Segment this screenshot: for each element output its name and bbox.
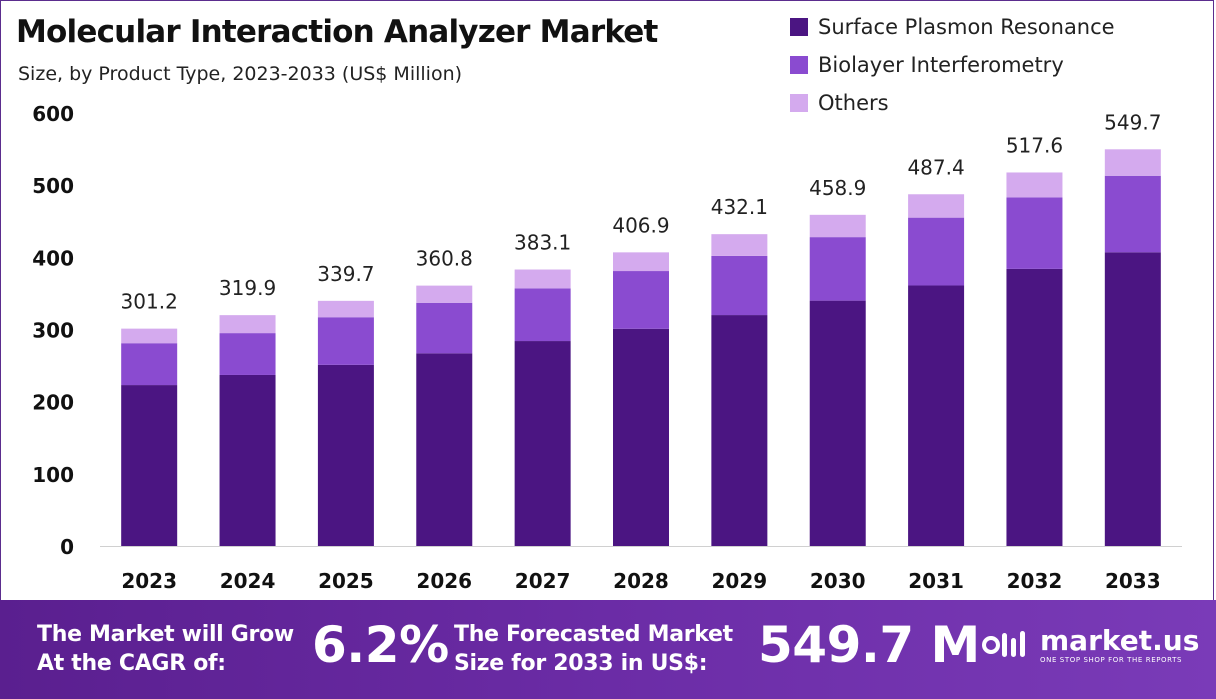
bar-segment bbox=[711, 255, 768, 316]
legend-swatch bbox=[790, 56, 808, 74]
legend-item-others: Others bbox=[790, 84, 1200, 122]
x-tick-label: 2032 bbox=[1007, 569, 1063, 593]
legend-label: Others bbox=[818, 91, 889, 115]
bar-total-label: 301.2 bbox=[121, 290, 178, 314]
bar-segment bbox=[908, 285, 965, 546]
bar-total-label: 339.7 bbox=[317, 262, 374, 286]
bar-total-label: 383.1 bbox=[514, 231, 571, 255]
forecast-caption-line-2: Size for 2033 in US$: bbox=[454, 651, 708, 676]
bar-segment bbox=[416, 353, 473, 546]
bar-segment bbox=[121, 328, 178, 344]
x-tick-label: 2030 bbox=[810, 569, 866, 593]
bar-segment bbox=[514, 288, 571, 342]
bar-segment bbox=[711, 234, 768, 256]
cagr-value: 6.2% bbox=[312, 616, 449, 674]
bar-segment bbox=[613, 271, 669, 329]
bar-segment bbox=[219, 315, 276, 334]
cagr-caption-line-2: At the CAGR of: bbox=[37, 651, 226, 676]
market-us-logo-icon bbox=[982, 631, 1025, 657]
brand-name: market.us bbox=[1040, 624, 1200, 657]
x-tick-label: 2027 bbox=[515, 569, 571, 593]
bar-total-label: 360.8 bbox=[416, 247, 473, 271]
y-tick-label: 400 bbox=[32, 246, 74, 270]
legend-swatch bbox=[790, 94, 808, 112]
x-tick-label: 2029 bbox=[712, 569, 768, 593]
bar-segment bbox=[809, 237, 866, 301]
legend-item-surface-plasmon-resonance: Surface Plasmon Resonance bbox=[790, 8, 1200, 46]
bar-segment bbox=[1104, 252, 1161, 546]
y-tick-label: 200 bbox=[32, 391, 74, 415]
bar-total-label: 517.6 bbox=[1006, 133, 1063, 157]
x-tick-label: 2031 bbox=[908, 569, 964, 593]
bar-segment bbox=[121, 343, 178, 386]
cagr-caption: The Market will Grow At the CAGR of: bbox=[37, 620, 294, 678]
bar-segment bbox=[1104, 175, 1161, 253]
y-tick-label: 300 bbox=[32, 319, 74, 343]
bar-segment bbox=[908, 194, 965, 218]
forecast-value: 549.7 M bbox=[758, 616, 980, 674]
bar-total-label: 549.7 bbox=[1104, 110, 1161, 134]
chart-title: Molecular Interaction Analyzer Market bbox=[16, 14, 658, 50]
forecast-caption-line-1: The Forecasted Market bbox=[454, 622, 733, 647]
bar-segment bbox=[1006, 197, 1063, 269]
bar-segment bbox=[317, 317, 374, 365]
x-tick-label: 2033 bbox=[1105, 569, 1161, 593]
bar-segment bbox=[219, 333, 276, 375]
legend-item-biolayer-interferometry: Biolayer Interferometry bbox=[790, 46, 1200, 84]
bar-total-label: 432.1 bbox=[711, 195, 768, 219]
x-tick-label: 2025 bbox=[318, 569, 374, 593]
x-tick-label: 2024 bbox=[220, 569, 276, 593]
bar-segment bbox=[1006, 268, 1063, 546]
forecast-caption: The Forecasted Market Size for 2033 in U… bbox=[454, 620, 733, 678]
y-tick-label: 0 bbox=[60, 535, 74, 559]
x-tick-label: 2023 bbox=[121, 569, 177, 593]
bar-segment bbox=[121, 385, 178, 546]
y-tick-label: 600 bbox=[32, 102, 74, 126]
legend-label: Surface Plasmon Resonance bbox=[818, 15, 1115, 39]
bar-total-label: 487.4 bbox=[907, 155, 964, 179]
bar-segment bbox=[317, 364, 374, 546]
bar-segment bbox=[416, 285, 473, 303]
chart-subtitle: Size, by Product Type, 2023-2033 (US$ Mi… bbox=[18, 63, 463, 85]
chart-legend: Surface Plasmon Resonance Biolayer Inter… bbox=[790, 8, 1200, 122]
bar-segment bbox=[514, 269, 571, 289]
bar-segment bbox=[711, 315, 768, 546]
bar-total-label: 406.9 bbox=[612, 213, 669, 237]
bar-segment bbox=[809, 300, 866, 546]
x-tick-label: 2026 bbox=[416, 569, 472, 593]
bar-segment bbox=[809, 214, 866, 238]
brand-logo: market.us ONE STOP SHOP FOR THE REPORTS bbox=[982, 626, 1199, 664]
footer-banner: The Market will Grow At the CAGR of: 6.2… bbox=[0, 600, 1216, 699]
bar-total-label: 319.9 bbox=[219, 276, 276, 300]
bar-segment bbox=[1006, 172, 1063, 198]
legend-label: Biolayer Interferometry bbox=[818, 53, 1064, 77]
y-tick-label: 100 bbox=[32, 463, 74, 487]
bar-segment bbox=[613, 328, 669, 546]
legend-swatch bbox=[790, 18, 808, 36]
bar-segment bbox=[514, 341, 571, 546]
x-tick-label: 2028 bbox=[613, 569, 669, 593]
cagr-caption-line-1: The Market will Grow bbox=[37, 622, 294, 647]
bar-total-label: 458.9 bbox=[809, 176, 866, 200]
bar-segment bbox=[219, 374, 276, 546]
bar-segment bbox=[1104, 149, 1161, 176]
bar-segment bbox=[317, 300, 374, 318]
bar-segment bbox=[613, 252, 669, 272]
stacked-bar-chart: 0 100 200 300 400 500 600 301.2 2023 319.9 2024 339… bbox=[32, 102, 1182, 593]
bar-segment bbox=[908, 217, 965, 286]
y-tick-label: 500 bbox=[32, 174, 74, 198]
bar-segment bbox=[416, 302, 473, 354]
brand-tagline: ONE STOP SHOP FOR THE REPORTS bbox=[1040, 656, 1183, 664]
